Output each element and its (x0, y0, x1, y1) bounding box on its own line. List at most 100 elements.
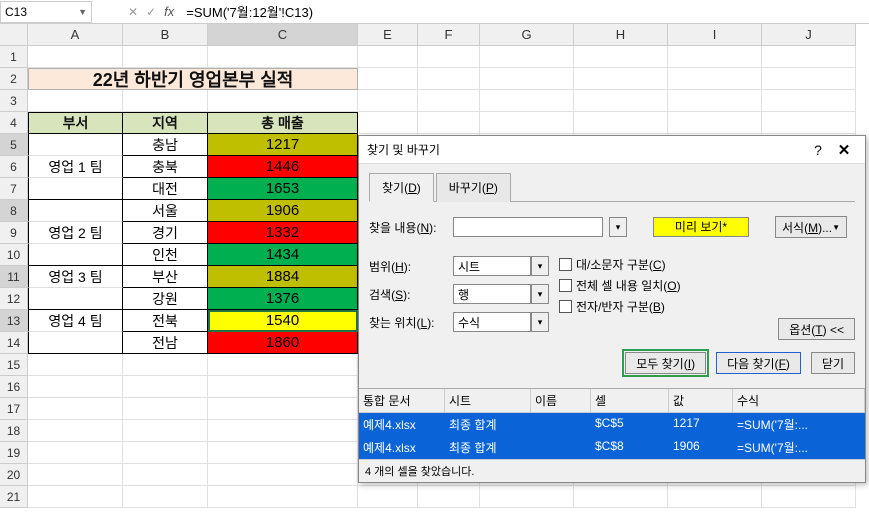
col-header-B[interactable]: B (123, 24, 208, 46)
row-header[interactable]: 7 (0, 178, 28, 200)
empty-cell[interactable] (358, 46, 418, 68)
region-cell[interactable]: 전남 (123, 332, 208, 354)
close-icon[interactable]: ✕ (831, 141, 857, 159)
dept-cell[interactable] (28, 244, 123, 266)
dept-cell[interactable] (28, 200, 123, 222)
dept-cell[interactable] (28, 288, 123, 310)
dialog-titlebar[interactable]: 찾기 및 바꾸기 ? ✕ (359, 136, 865, 164)
sales-cell[interactable]: 1906 (208, 200, 358, 222)
check-byte[interactable]: 전자/반자 구분(B) (559, 298, 681, 315)
row-header[interactable]: 8 (0, 200, 28, 222)
rescol-cell[interactable]: 셀 (591, 389, 669, 412)
result-row[interactable]: 예제4.xlsx최종 합계$C$51217=SUM('7월:... (359, 413, 865, 436)
region-cell[interactable]: 대전 (123, 178, 208, 200)
col-header-F[interactable]: F (418, 24, 480, 46)
dept-cell[interactable] (28, 134, 123, 156)
dept-cell[interactable] (28, 178, 123, 200)
empty-cell[interactable] (418, 46, 480, 68)
check-icon[interactable]: ✓ (146, 5, 156, 19)
find-all-button[interactable]: 모두 찾기(I) (625, 352, 706, 374)
cancel-icon[interactable]: ✕ (128, 5, 138, 19)
format-button[interactable]: 서식(M)...▼ (775, 216, 847, 238)
empty-cell[interactable] (358, 90, 418, 112)
rescol-name[interactable]: 이름 (531, 389, 591, 412)
sales-cell[interactable]: 1376 (208, 288, 358, 310)
dept-cell[interactable]: 영업 3 팀 (28, 266, 123, 288)
tab-find[interactable]: 찾기(D) (369, 173, 434, 202)
row-header[interactable]: 9 (0, 222, 28, 244)
col-header-C[interactable]: C (208, 24, 358, 46)
empty-cell[interactable] (574, 46, 668, 68)
empty-cell[interactable] (480, 486, 574, 508)
find-next-button[interactable]: 다음 찾기(F) (716, 352, 801, 374)
row-header[interactable]: 18 (0, 420, 28, 442)
check-whole-cell[interactable]: 전체 셀 내용 일치(O) (559, 277, 681, 294)
sales-cell[interactable]: 1884 (208, 266, 358, 288)
col-header-J[interactable]: J (762, 24, 856, 46)
chevron-down-icon[interactable]: ▼ (78, 7, 87, 17)
sales-cell[interactable]: 1446 (208, 156, 358, 178)
sales-cell[interactable]: 1653 (208, 178, 358, 200)
row-header[interactable]: 20 (0, 464, 28, 486)
region-cell[interactable]: 경기 (123, 222, 208, 244)
row-header[interactable]: 6 (0, 156, 28, 178)
sales-cell[interactable]: 1860 (208, 332, 358, 354)
region-cell[interactable]: 전북 (123, 310, 208, 332)
find-history-dropdown[interactable]: ▾ (609, 217, 627, 237)
empty-cell[interactable] (668, 90, 762, 112)
sales-cell[interactable]: 1434 (208, 244, 358, 266)
row-header[interactable]: 2 (0, 68, 28, 90)
col-header-G[interactable]: G (480, 24, 574, 46)
region-cell[interactable]: 충남 (123, 134, 208, 156)
check-match-case[interactable]: 대/소문자 구분(C) (559, 256, 681, 273)
empty-cell[interactable] (574, 112, 668, 134)
empty-cell[interactable] (574, 90, 668, 112)
empty-cell[interactable] (668, 112, 762, 134)
row-header[interactable]: 16 (0, 376, 28, 398)
sales-cell[interactable]: 1332 (208, 222, 358, 244)
empty-cell[interactable] (762, 486, 856, 508)
sales-cell[interactable]: 1540 (208, 310, 358, 332)
col-header-E[interactable]: E (358, 24, 418, 46)
dept-cell[interactable]: 영업 4 팀 (28, 310, 123, 332)
fx-icon[interactable]: fx (164, 4, 174, 19)
row-header[interactable]: 19 (0, 442, 28, 464)
tab-replace[interactable]: 바꾸기(P) (436, 173, 511, 202)
empty-cell[interactable] (762, 90, 856, 112)
name-box[interactable]: C13 ▼ (0, 1, 92, 23)
formula-input[interactable]: =SUM('7월:12월'!C13) (180, 1, 869, 23)
rescol-sheet[interactable]: 시트 (445, 389, 531, 412)
empty-cell[interactable] (418, 90, 480, 112)
region-cell[interactable]: 충북 (123, 156, 208, 178)
empty-cell[interactable] (480, 46, 574, 68)
empty-cell[interactable] (668, 486, 762, 508)
region-cell[interactable]: 강원 (123, 288, 208, 310)
help-icon[interactable]: ? (805, 142, 831, 158)
scope-select[interactable]: 시트▾ (453, 256, 549, 276)
row-header[interactable]: 4 (0, 112, 28, 134)
dept-cell[interactable]: 영업 1 팀 (28, 156, 123, 178)
search-select[interactable]: 행▾ (453, 284, 549, 304)
dept-cell[interactable] (28, 332, 123, 354)
col-header-A[interactable]: A (28, 24, 123, 46)
rescol-value[interactable]: 값 (669, 389, 733, 412)
empty-cell[interactable] (762, 46, 856, 68)
rescol-formula[interactable]: 수식 (733, 389, 865, 412)
row-header[interactable]: 3 (0, 90, 28, 112)
row-header[interactable]: 13 (0, 310, 28, 332)
dept-cell[interactable]: 영업 2 팀 (28, 222, 123, 244)
row-header[interactable]: 10 (0, 244, 28, 266)
row-header[interactable]: 1 (0, 46, 28, 68)
col-header-H[interactable]: H (574, 24, 668, 46)
region-cell[interactable]: 인천 (123, 244, 208, 266)
empty-cell[interactable] (358, 112, 418, 134)
empty-cell[interactable] (574, 486, 668, 508)
lookin-select[interactable]: 수식▾ (453, 312, 549, 332)
options-button[interactable]: 옵션(T) << (778, 318, 855, 340)
row-header[interactable]: 14 (0, 332, 28, 354)
region-cell[interactable]: 서울 (123, 200, 208, 222)
col-header-I[interactable]: I (668, 24, 762, 46)
region-cell[interactable]: 부산 (123, 266, 208, 288)
row-header[interactable]: 12 (0, 288, 28, 310)
empty-cell[interactable] (418, 112, 480, 134)
